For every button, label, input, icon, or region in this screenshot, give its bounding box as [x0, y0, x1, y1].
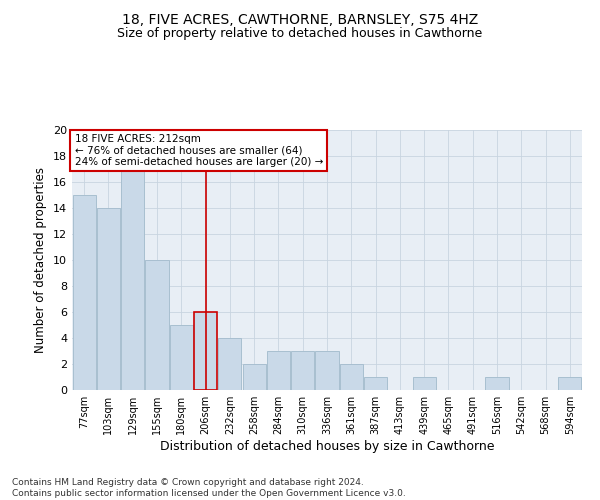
- Text: Contains HM Land Registry data © Crown copyright and database right 2024.
Contai: Contains HM Land Registry data © Crown c…: [12, 478, 406, 498]
- Bar: [364, 377, 387, 390]
- Text: 18 FIVE ACRES: 212sqm
← 76% of detached houses are smaller (64)
24% of semi-deta: 18 FIVE ACRES: 212sqm ← 76% of detached …: [74, 134, 323, 167]
- Bar: [121, 169, 144, 390]
- Bar: [291, 351, 314, 390]
- Bar: [73, 195, 95, 390]
- Bar: [340, 364, 363, 390]
- Bar: [242, 364, 266, 390]
- Bar: [485, 377, 509, 390]
- Text: Size of property relative to detached houses in Cawthorne: Size of property relative to detached ho…: [118, 28, 482, 40]
- Bar: [97, 208, 120, 390]
- Bar: [267, 351, 290, 390]
- Bar: [218, 338, 241, 390]
- Bar: [194, 312, 217, 390]
- Bar: [170, 325, 193, 390]
- Bar: [559, 377, 581, 390]
- Bar: [413, 377, 436, 390]
- Bar: [316, 351, 338, 390]
- Text: 18, FIVE ACRES, CAWTHORNE, BARNSLEY, S75 4HZ: 18, FIVE ACRES, CAWTHORNE, BARNSLEY, S75…: [122, 12, 478, 26]
- Y-axis label: Number of detached properties: Number of detached properties: [34, 167, 47, 353]
- Bar: [145, 260, 169, 390]
- X-axis label: Distribution of detached houses by size in Cawthorne: Distribution of detached houses by size …: [160, 440, 494, 453]
